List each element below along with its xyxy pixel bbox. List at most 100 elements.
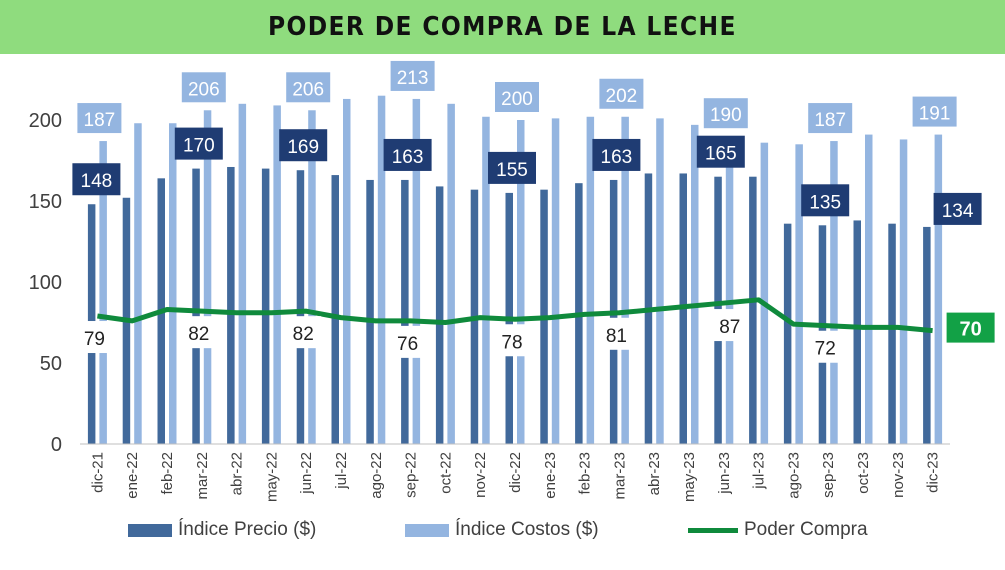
bar-precio	[296, 170, 305, 444]
bar-precio	[366, 179, 374, 444]
data-label-box-poder	[285, 316, 322, 349]
data-label-box-costos	[808, 103, 853, 134]
data-label-precio: 163	[601, 147, 633, 168]
x-tick-label: feb-22	[159, 452, 176, 495]
x-tick-label: oct-23	[855, 452, 872, 494]
data-label-box-precio	[279, 129, 328, 162]
y-tick-label: 200	[29, 110, 62, 132]
bar-costos	[412, 98, 421, 444]
bar-costos	[760, 142, 769, 444]
legend-swatch-poder	[688, 527, 738, 533]
legend-item-poder[interactable]: Poder Compra	[688, 519, 868, 541]
bar-precio	[227, 166, 235, 445]
data-label-box-poder	[180, 316, 217, 349]
bar-costos	[517, 120, 525, 444]
data-label-costos: 202	[606, 86, 638, 107]
bar-costos	[134, 123, 142, 445]
bar-costos	[343, 98, 351, 444]
bar-precio	[888, 223, 896, 444]
data-label-box-precio	[488, 151, 536, 184]
data-label-costos: 213	[397, 68, 429, 89]
line-poder-compra	[97, 297, 933, 334]
bar-costos	[203, 110, 212, 444]
bar-costos	[238, 103, 247, 445]
legend-swatch-precio	[128, 523, 172, 537]
data-label-precio: 163	[392, 147, 424, 168]
data-label-box-costos	[599, 78, 644, 109]
bar-costos	[934, 134, 943, 444]
data-label-box-poder	[598, 317, 635, 350]
bar-precio	[192, 168, 200, 444]
data-label-precio: 165	[705, 144, 737, 165]
data-label-poder: 76	[397, 334, 418, 355]
bar-precio	[783, 223, 792, 444]
data-label-box-poder	[807, 330, 844, 363]
data-label-precio: 134	[942, 201, 974, 222]
data-label-box-poder-last	[946, 312, 995, 343]
data-label-box-precio	[383, 138, 432, 171]
bar-costos	[377, 95, 386, 444]
data-label-poder: 81	[606, 326, 627, 347]
data-label-box-precio	[801, 184, 850, 217]
legend-item-precio[interactable]: Índice Precio ($)	[128, 519, 316, 541]
bar-costos	[482, 116, 490, 444]
data-label-poder: 79	[84, 329, 105, 350]
data-label-box-poder	[711, 309, 748, 342]
x-tick-label: ene-23	[542, 452, 559, 499]
bar-costos	[586, 116, 595, 444]
y-tick-label: 0	[51, 434, 62, 456]
data-label-costos: 206	[188, 79, 220, 100]
x-tick-label: may-22	[263, 452, 280, 502]
data-label-poder: 82	[188, 324, 209, 345]
x-tick-label: nov-23	[890, 452, 907, 498]
x-tick-label: oct-22	[437, 452, 454, 494]
data-label-costos: 191	[919, 104, 951, 125]
legend-swatch-costos	[405, 523, 449, 537]
legend-label-precio: Índice Precio ($)	[178, 519, 317, 540]
legend-item-costos[interactable]: Índice Costos ($)	[405, 519, 599, 541]
x-tick-label: ago-22	[368, 452, 385, 499]
x-tick-label: dic-21	[89, 452, 106, 493]
data-label-poder: 72	[815, 339, 836, 360]
x-tick-label: mar-23	[611, 452, 628, 500]
x-tick-label: abr-23	[646, 452, 663, 495]
x-tick-label: sep-23	[820, 452, 837, 498]
x-tick-label: dic-23	[925, 452, 942, 493]
legend-label-costos: Índice Costos ($)	[455, 519, 599, 540]
bar-precio	[435, 186, 444, 445]
y-tick-label: 100	[29, 272, 62, 294]
bar-costos	[621, 116, 629, 444]
x-tick-label: abr-22	[229, 452, 246, 495]
bar-costos	[830, 141, 838, 444]
bar-precio	[749, 176, 757, 444]
title-bar: PODER DE COMPRA DE LA LECHE	[0, 0, 1005, 54]
bar-precio	[401, 179, 409, 444]
bar-precio	[261, 168, 270, 444]
data-label-poder: 78	[501, 332, 522, 353]
data-label-box-poder	[389, 325, 426, 358]
x-tick-label: jul-22	[333, 452, 350, 490]
data-label-box-costos	[181, 72, 226, 103]
x-tick-label: jun-23	[716, 452, 733, 495]
bar-costos	[308, 110, 316, 444]
data-label-precio: 148	[81, 171, 113, 192]
data-label-box-poder	[76, 321, 113, 354]
data-label-costos: 187	[814, 110, 846, 131]
x-tick-label: feb-23	[577, 452, 594, 495]
data-label-box-costos	[703, 98, 748, 129]
bar-costos	[447, 103, 455, 445]
data-label-costos: 190	[710, 105, 742, 126]
data-label-box-costos	[286, 72, 331, 103]
data-label-precio: 155	[496, 160, 528, 181]
y-tick-label: 50	[40, 353, 62, 375]
data-label-precio: 135	[809, 192, 841, 213]
data-label-precio: 170	[183, 136, 215, 157]
data-label-box-precio	[933, 192, 982, 225]
bar-precio	[853, 220, 861, 444]
data-label-box-precio	[174, 127, 223, 160]
x-tick-label: dic-22	[507, 452, 524, 493]
data-label-box-poder	[494, 324, 530, 357]
bar-costos	[656, 118, 664, 444]
data-label-box-costos	[390, 60, 435, 91]
